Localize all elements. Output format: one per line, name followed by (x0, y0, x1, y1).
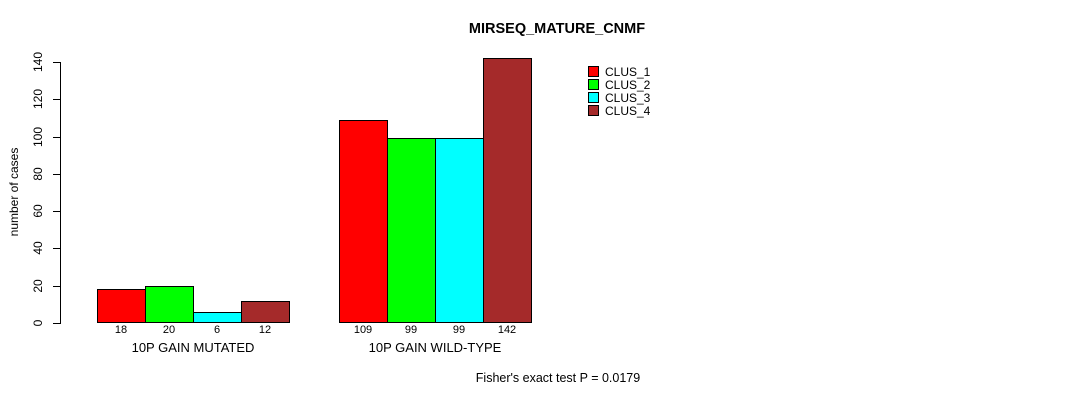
bar-value-label: 20 (162, 324, 176, 336)
y-axis-tick (53, 137, 60, 138)
bar-CLUS_3 (435, 138, 484, 323)
y-tick-label: 60 (31, 204, 45, 218)
bar-value-label: 99 (404, 324, 418, 336)
bar-CLUS_1 (97, 289, 146, 323)
y-tick-label: 140 (31, 51, 45, 73)
bar-CLUS_2 (145, 286, 194, 323)
chart-title: MIRSEQ_MATURE_CNMF (468, 21, 646, 37)
legend-item: CLUS_1 (588, 64, 651, 79)
y-tick-label: 0 (31, 319, 45, 327)
bar-CLUS_2 (387, 138, 436, 323)
y-axis-tick (53, 62, 60, 63)
bar-CLUS_1 (339, 120, 388, 323)
legend-item: CLUS_3 (588, 90, 651, 105)
y-axis-label: number of cases (7, 147, 21, 237)
y-tick-label: 120 (31, 88, 45, 110)
y-axis-tick (53, 211, 60, 212)
y-tick-label: 100 (31, 126, 45, 148)
legend: CLUS_1 CLUS_2 CLUS_3 CLUS_4 (588, 64, 651, 118)
legend-swatch (588, 105, 599, 116)
annotation-text: Fisher's exact test P = 0.0179 (475, 371, 641, 385)
legend-label: CLUS_3 (605, 90, 651, 105)
bar-value-label: 6 (213, 324, 221, 336)
bar-value-label: 12 (258, 324, 272, 336)
bar-CLUS_4 (483, 58, 532, 323)
legend-swatch (588, 92, 599, 103)
legend-label: CLUS_1 (605, 64, 651, 79)
legend-item: CLUS_4 (588, 103, 651, 118)
bar-value-label: 99 (452, 324, 466, 336)
legend-label: CLUS_4 (605, 103, 651, 118)
legend-item: CLUS_2 (588, 77, 651, 92)
bar-value-label: 142 (497, 324, 517, 336)
y-axis-tick (53, 174, 60, 175)
y-axis-tick (53, 248, 60, 249)
y-axis-tick (53, 99, 60, 100)
legend-swatch (588, 66, 599, 77)
y-tick-label: 80 (31, 167, 45, 181)
y-axis-line (60, 62, 61, 324)
y-axis-tick (53, 286, 60, 287)
x-group-label: 10P GAIN MUTATED (131, 340, 255, 355)
bar-CLUS_3 (193, 312, 242, 323)
bar-CLUS_4 (241, 301, 290, 323)
y-tick-label: 40 (31, 241, 45, 255)
bar-value-label: 109 (353, 324, 373, 336)
x-group-label: 10P GAIN WILD-TYPE (368, 340, 502, 355)
legend-swatch (588, 79, 599, 90)
bar-value-label: 18 (114, 324, 128, 336)
legend-label: CLUS_2 (605, 77, 651, 92)
y-axis-tick (53, 323, 60, 324)
y-tick-label: 20 (31, 279, 45, 293)
